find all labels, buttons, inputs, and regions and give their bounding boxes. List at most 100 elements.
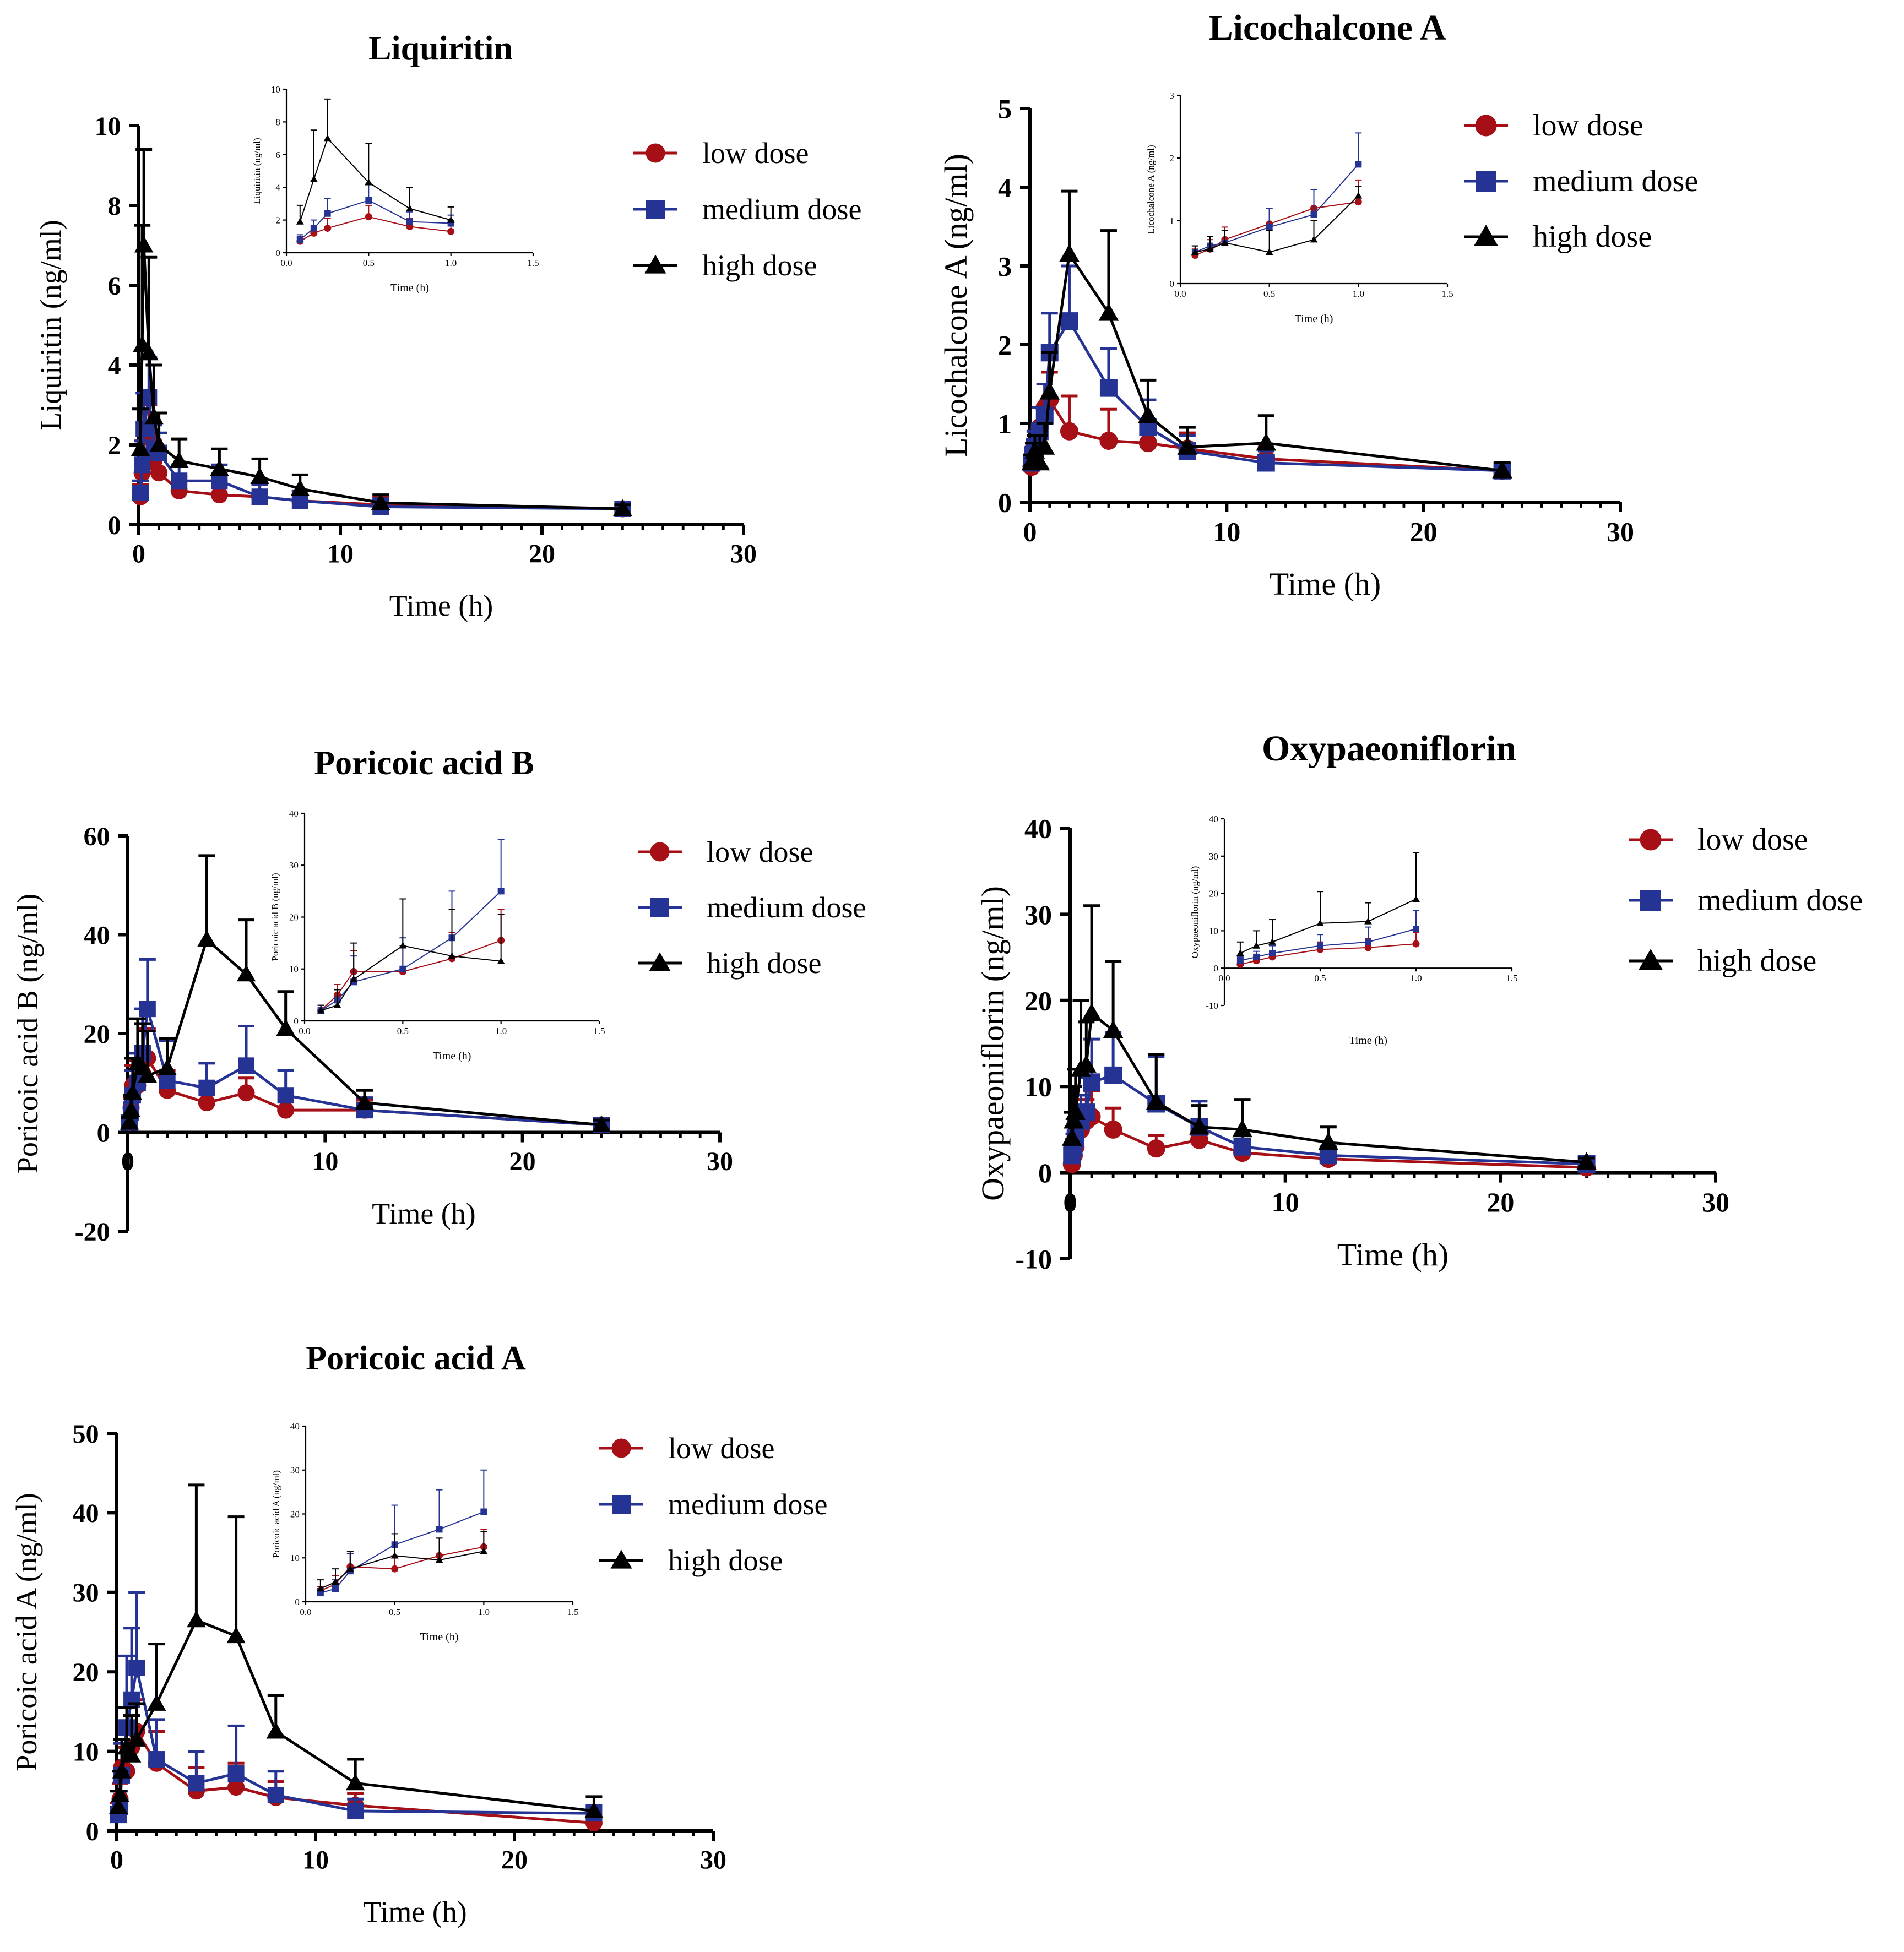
chart4-inset-series-high-dose xyxy=(1236,852,1420,956)
chart1-legend-label: high dose xyxy=(702,249,817,282)
chart3-x-axis-label: Time (h) xyxy=(372,1197,476,1230)
chart3-inset-point-high-dose xyxy=(448,952,456,959)
chart4-main-y-tick-label: 0 xyxy=(1038,1157,1052,1188)
chart4-inset-y-tick-label: 40 xyxy=(1209,814,1218,824)
chart5-main-y-tick-label: 40 xyxy=(73,1499,99,1528)
chart2-main-y-tick-label: 4 xyxy=(998,172,1012,203)
chart1-main-point-medium-dose xyxy=(132,485,149,501)
chart2-inset-point-medium-dose xyxy=(1310,211,1317,218)
chart3-main-point-medium-dose xyxy=(139,1001,156,1018)
chart1-legend-marker-high-dose xyxy=(644,254,666,274)
chart5-inset-x-tick-label: 0.0 xyxy=(300,1607,311,1617)
chart4-main-x-tick-label: 20 xyxy=(1487,1187,1514,1217)
chart1-title: Liquiritin xyxy=(368,30,513,67)
chart3-main-point-high-dose xyxy=(355,1093,375,1110)
chart3-inset-point-medium-dose xyxy=(497,888,505,895)
chart2-main-x-tick-label: 10 xyxy=(1213,516,1240,547)
chart1-inset-y-tick-label: 8 xyxy=(275,117,280,127)
chart2-inset-line-medium-dose xyxy=(1195,164,1359,253)
chart2-main-x-tick-label: 0 xyxy=(1023,516,1037,547)
chart4-main-series-high-dose xyxy=(1061,904,1597,1170)
chart5-legend-item-low-dose: low dose xyxy=(599,1432,774,1465)
chart2-main-point-medium-dose xyxy=(1257,454,1275,472)
chart5-x-axis-label: Time (h) xyxy=(363,1895,467,1928)
chart1-inset-series-low-dose xyxy=(296,204,455,245)
chart4-main-point-high-dose xyxy=(1146,1091,1167,1110)
chart2-inset-x-tick-label: 0.5 xyxy=(1263,289,1275,299)
chart2-main-y-tick-label: 2 xyxy=(998,330,1012,361)
chart4-inset-point-medium-dose xyxy=(1317,942,1323,949)
chart5-main-point-high-dose xyxy=(226,1626,246,1644)
chart4-inset-point-medium-dose xyxy=(1253,953,1260,960)
chart2-inset-point-high-dose xyxy=(1220,239,1229,246)
chart2-inset-point-high-dose xyxy=(1191,248,1199,255)
chart1-inset: 0.0 0.5 1.0 1.5 0 2 4 6 8 10 Time (h) Liquiritin (n… xyxy=(252,84,539,294)
chart4-main-point-high-dose xyxy=(1076,1054,1097,1073)
chart1-main-point-high-dose xyxy=(149,435,169,452)
chart3-legend-item-high-dose: high dose xyxy=(638,947,822,980)
chart4-inset-series-low-dose xyxy=(1236,932,1420,968)
chart3-inset-y-tick-label: 20 xyxy=(289,912,299,922)
chart3-inset-point-high-dose xyxy=(333,1001,341,1008)
chart1-inset-point-high-dose xyxy=(365,178,373,186)
chart1-main-point-high-dose xyxy=(290,479,310,496)
chart3-inset-line-low-dose xyxy=(320,939,502,1011)
chart4-inset-x-tick-label: 1.0 xyxy=(1410,973,1422,983)
chart4-inset-y-tick-label: 30 xyxy=(1209,851,1218,862)
chart5-title: Poricoic acid A xyxy=(306,1340,526,1377)
chart1-main-y-tick-label: 6 xyxy=(108,271,121,301)
chart5-inset-point-medium-dose xyxy=(332,1585,339,1592)
chart4-main-y-tick-label: -10 xyxy=(1015,1244,1052,1275)
chart2-legend-marker-low-dose xyxy=(1475,115,1497,137)
chart1-main-y-tick-label: 4 xyxy=(108,351,121,380)
chart2-main-point-high-dose xyxy=(1177,437,1198,455)
chart3-legend-label: medium dose xyxy=(707,891,866,924)
chart1-inset-point-low-dose xyxy=(447,227,455,235)
chart4-inset-point-low-dose xyxy=(1412,940,1420,948)
chart3-inset-point-medium-dose xyxy=(399,965,406,972)
chart4-main-point-high-dose xyxy=(1103,1020,1124,1038)
chart1-main-point-low-dose xyxy=(150,464,168,482)
chart5-main-point-high-dose xyxy=(584,1801,604,1818)
chart1-legend-label: medium dose xyxy=(702,193,861,226)
chart3-title: Poricoic acid B xyxy=(314,744,534,782)
chart1-inset-point-medium-dose xyxy=(310,225,317,232)
chart1-inset-y-tick-label: 6 xyxy=(275,150,280,160)
chart1-inset-series-medium-dose xyxy=(296,183,454,243)
chart3-poricoic-acid-b: Poricoic acid B 0 10 20 30 -20 0 20 40 60 Time (h)… xyxy=(11,744,866,1247)
chart2-main-point-medium-dose xyxy=(1035,406,1054,425)
chart3-y-axis-label: Poricoic acid B (ng/ml) xyxy=(11,894,44,1173)
chart2-inset-y-tick-label: 2 xyxy=(1169,153,1174,164)
chart3-legend-label: high dose xyxy=(707,947,822,980)
chart2-main-y-tick-label: 3 xyxy=(998,251,1012,282)
chart5-main-point-high-dose xyxy=(266,1722,286,1739)
chart1-main-point-high-dose xyxy=(613,499,632,516)
chart4-legend-marker-high-dose xyxy=(1639,949,1663,970)
chart1-main-y-tick-label: 0 xyxy=(108,511,121,540)
chart5-inset-series-medium-dose xyxy=(317,1469,487,1597)
chart5-inset-point-low-dose xyxy=(391,1565,399,1573)
chart5-legend-item-high-dose: high dose xyxy=(599,1544,783,1577)
chart3-inset-x-tick-label: 0.5 xyxy=(397,1026,409,1036)
chart1-main-point-high-dose xyxy=(250,467,269,484)
chart5-inset-point-high-dose xyxy=(346,1565,354,1572)
chart4-inset-y-axis-label: Oxypaeoniflorin (ng/ml) xyxy=(1190,866,1200,959)
chart5-legend-marker-medium-dose xyxy=(612,1495,631,1514)
chart3-inset-point-high-dose xyxy=(399,942,407,949)
chart1-main-y-tick-label: 8 xyxy=(108,192,121,221)
chart1-main-point-medium-dose xyxy=(134,456,151,474)
chart2-y-axis-label: Licochalcone A (ng/ml) xyxy=(938,154,974,457)
chart1-main-point-high-dose xyxy=(144,407,164,425)
chart2-main-y-tick-label: 0 xyxy=(998,487,1012,518)
chart4-inset-point-medium-dose xyxy=(1413,926,1419,933)
chart4-inset-x-tick-label: 0.5 xyxy=(1314,973,1326,983)
chart5-inset: 0.0 0.5 1.0 1.5 0 10 20 30 40 Time (h) Poricoic ac… xyxy=(271,1421,579,1643)
chart4-main-series-medium-dose xyxy=(1063,1031,1596,1173)
chart2-title: Licochalcone A xyxy=(1209,8,1446,48)
chart3-main-x-tick-label: 0 xyxy=(121,1147,134,1176)
chart2-inset-series-medium-dose xyxy=(1191,132,1362,255)
chart5-inset-y-axis-label: Poricoic acid A (ng/ml) xyxy=(271,1470,281,1558)
chart5-main-point-high-dose xyxy=(345,1774,365,1791)
